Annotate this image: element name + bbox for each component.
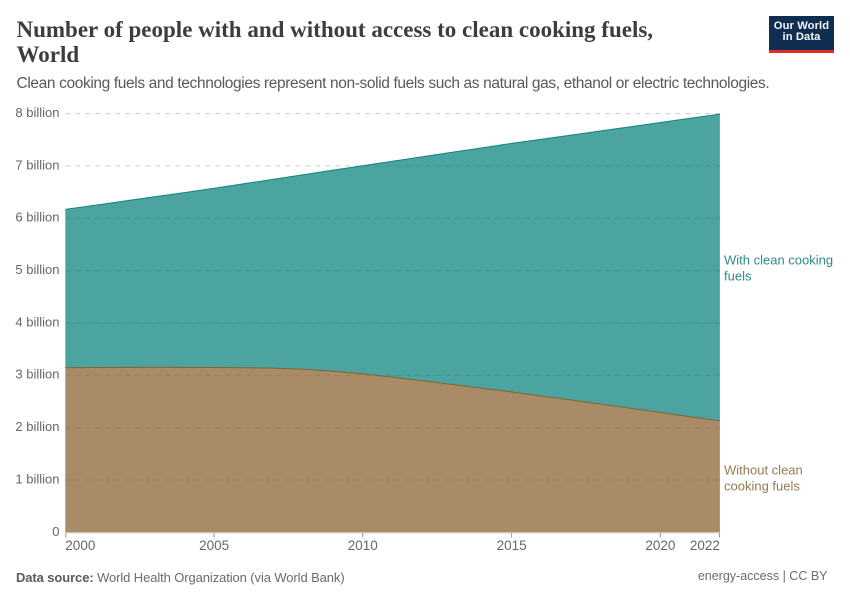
svg-text:With clean cooking: With clean cooking — [724, 253, 833, 268]
svg-text:2022: 2022 — [690, 538, 720, 553]
svg-text:cooking fuels: cooking fuels — [724, 478, 800, 493]
svg-text:2015: 2015 — [497, 538, 527, 553]
svg-text:1 billion: 1 billion — [15, 471, 59, 486]
svg-text:2005: 2005 — [199, 538, 229, 553]
svg-text:2000: 2000 — [65, 538, 95, 553]
svg-text:2 billion: 2 billion — [15, 419, 59, 434]
svg-text:5 billion: 5 billion — [15, 262, 59, 277]
svg-text:0: 0 — [52, 524, 59, 539]
svg-text:4 billion: 4 billion — [15, 314, 59, 329]
svg-text:3 billion: 3 billion — [15, 367, 59, 382]
svg-text:7 billion: 7 billion — [15, 157, 59, 172]
svg-text:fuels: fuels — [724, 269, 752, 284]
svg-text:2010: 2010 — [348, 538, 378, 553]
svg-text:8 billion: 8 billion — [15, 105, 59, 120]
svg-text:Without clean: Without clean — [724, 462, 803, 477]
svg-text:2020: 2020 — [645, 538, 675, 553]
svg-text:6 billion: 6 billion — [15, 210, 59, 225]
